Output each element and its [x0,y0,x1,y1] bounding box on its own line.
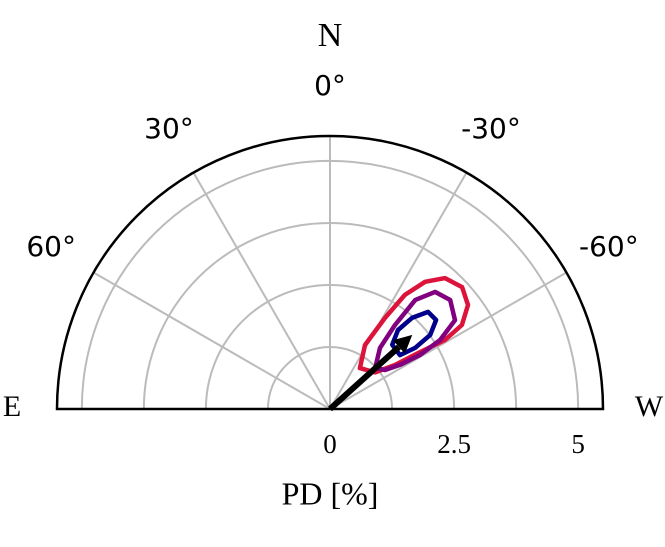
theta-tick-label: 0° [314,69,346,102]
theta-tick-label: 30° [144,112,194,145]
theta-tick-label: 60° [26,230,76,263]
r-axis-label: PD [%] [282,475,379,511]
west-label: W [635,390,664,423]
grid-spoke [329,271,567,410]
grid-spoke [192,172,331,410]
theta-tick-label: -60° [579,230,639,263]
theta-tick-label: -30° [461,112,521,145]
contour [372,289,458,373]
r-tick-label: 5 [571,429,585,459]
grid-spoke [93,271,331,410]
r-tick-label: 2.5 [437,429,471,459]
frame [55,134,605,411]
north-label: N [318,17,343,54]
r-tick-label: 0 [323,429,337,459]
grid-spoke [329,172,468,410]
arrow-head [392,334,413,354]
arrow-shaft [327,344,401,412]
east-label: E [3,390,21,423]
